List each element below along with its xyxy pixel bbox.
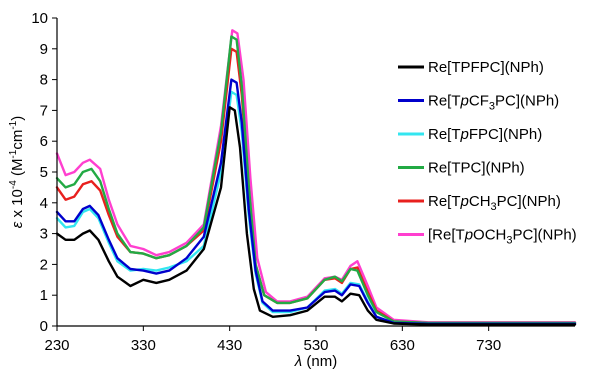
x-tick-label: 530: [303, 337, 328, 354]
y-tick-label: 6: [40, 133, 48, 150]
legend-label-2: Re[TpCF3PC](NPh): [428, 93, 559, 113]
x-tick-label: 330: [131, 337, 156, 354]
axes-layer: 0 1 2 3 4 5 6 7 8 9 10 230 330 430 530 630 730 λ (nm) ε x …: [8, 10, 575, 370]
series-line-6: [55, 29, 577, 324]
x-tick-label: 730: [476, 337, 501, 354]
y-tick-label: 2: [40, 256, 48, 273]
legend: Re[TPFPC](NPh) Re[TpCF3PC](NPh) Re[TpFPC](…: [398, 59, 577, 247]
y-tick-label: 9: [40, 41, 48, 58]
legend-label-3: Re[TpFPC](NPh): [428, 126, 542, 143]
legend-label-4: Re[TPC](NPh): [428, 160, 525, 177]
legend-label-5: Re[TpCH3PC](NPh): [428, 193, 561, 213]
x-tick-label: 630: [390, 337, 415, 354]
series-layer: [55, 29, 577, 326]
y-tick-label: 0: [40, 318, 48, 335]
y-axis-title: ε x 10-4 (M-1cm-1): [8, 116, 26, 229]
y-tick-label: 7: [40, 102, 48, 119]
series-line-5: [55, 47, 577, 325]
series-line-4: [55, 35, 577, 325]
y-tick-label: 3: [40, 226, 48, 243]
y-tick-label: 1: [40, 287, 48, 304]
x-tick-label: 230: [44, 337, 69, 354]
x-tick-label: 430: [217, 337, 242, 354]
legend-label-1: Re[TPFPC](NPh): [428, 59, 544, 76]
series-line-2: [55, 78, 577, 325]
y-tick-label: 5: [40, 164, 48, 181]
x-axis-title: λ (nm): [294, 353, 337, 370]
y-tick-label: 10: [31, 10, 48, 27]
y-tick-label: 8: [40, 72, 48, 89]
legend-label-6: [Re[TpOCH3PC](NPh): [428, 227, 577, 247]
y-tick-label: 4: [40, 195, 48, 212]
series-line-1: [55, 106, 577, 326]
